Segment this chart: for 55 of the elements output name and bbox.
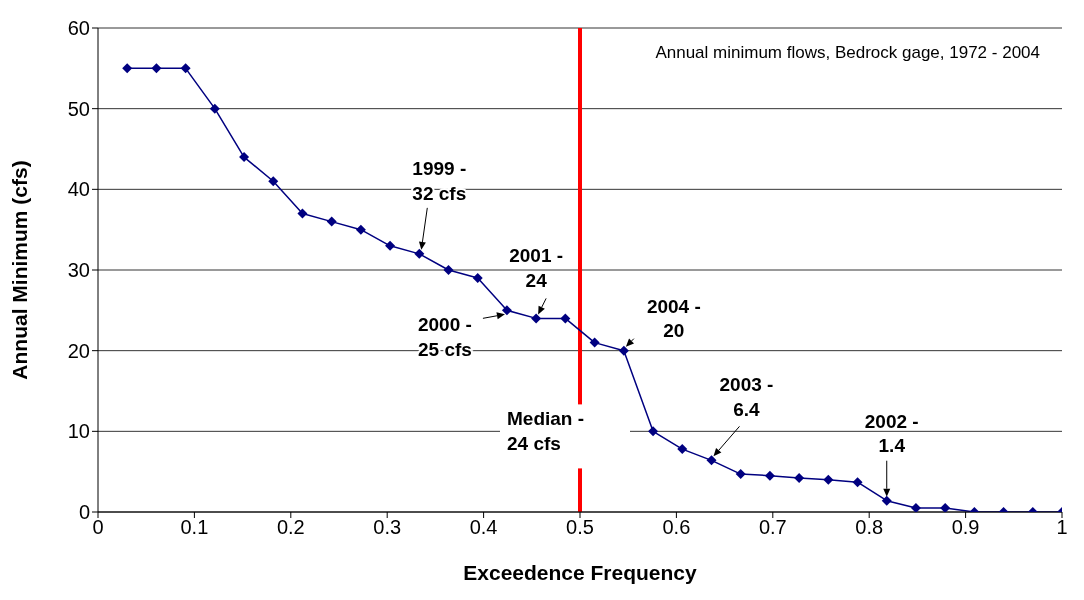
- point: [297, 208, 308, 219]
- x-tick-label: 1: [1056, 516, 1068, 539]
- y-tick-label: 50: [67, 97, 90, 120]
- point: [209, 103, 220, 114]
- x-tick-label: 0.6: [662, 516, 691, 539]
- point: [531, 313, 542, 324]
- point: [326, 216, 337, 227]
- point: [385, 240, 396, 251]
- point: [443, 265, 454, 275]
- point: [560, 313, 571, 324]
- point: [472, 273, 483, 284]
- y-tick-label: 30: [67, 259, 90, 282]
- point: [764, 470, 775, 481]
- x-tick-label: 0.9: [951, 516, 980, 539]
- point: [414, 248, 425, 259]
- point: [589, 337, 600, 348]
- point: [501, 305, 512, 316]
- x-tick-label: 0.1: [180, 516, 209, 539]
- x-tick-label: 0: [92, 516, 104, 539]
- y-tick-label: 0: [78, 501, 90, 524]
- point: [881, 495, 892, 506]
- point: [648, 426, 659, 437]
- x-axis-title: Exceedence Frequency: [463, 561, 698, 584]
- text: Annual minimum flows, Bedrock gage, 1972 - 2004: [655, 43, 1040, 62]
- annotation: 2003 - 6.4: [719, 374, 774, 421]
- ref-line-label: Median - 24 cfs: [507, 408, 585, 455]
- point: [268, 176, 279, 187]
- annotation: 2001 - 24: [509, 245, 564, 292]
- point: [910, 502, 921, 512]
- y-axis-title: Annual Minimum (cfs): [8, 160, 32, 380]
- point: [239, 152, 250, 163]
- point: [677, 444, 688, 455]
- point: [852, 477, 863, 488]
- x-tick-label: 0.7: [758, 516, 787, 539]
- point: [706, 455, 717, 466]
- point: [735, 469, 746, 480]
- y-tick-label: 40: [67, 178, 90, 201]
- point: [618, 345, 629, 356]
- y-tick-label: 60: [67, 17, 90, 40]
- y-tick-label: 20: [67, 339, 90, 362]
- point: [355, 224, 366, 235]
- annotation: 2002 - 1.4: [864, 410, 919, 457]
- point: [794, 473, 805, 484]
- point: [122, 63, 133, 74]
- annotation: 2004 - 20: [646, 295, 701, 342]
- point: [180, 63, 191, 74]
- x-tick-label: 0.5: [566, 516, 594, 539]
- x-tick-label: 0.2: [276, 516, 305, 539]
- point: [940, 502, 951, 512]
- point: [151, 63, 162, 74]
- y-tick-label: 10: [67, 420, 90, 443]
- x-tick-label: 0.4: [469, 516, 498, 539]
- x-tick-label: 0.3: [373, 516, 402, 539]
- x-tick-label: 0.8: [855, 516, 884, 539]
- point: [823, 474, 834, 485]
